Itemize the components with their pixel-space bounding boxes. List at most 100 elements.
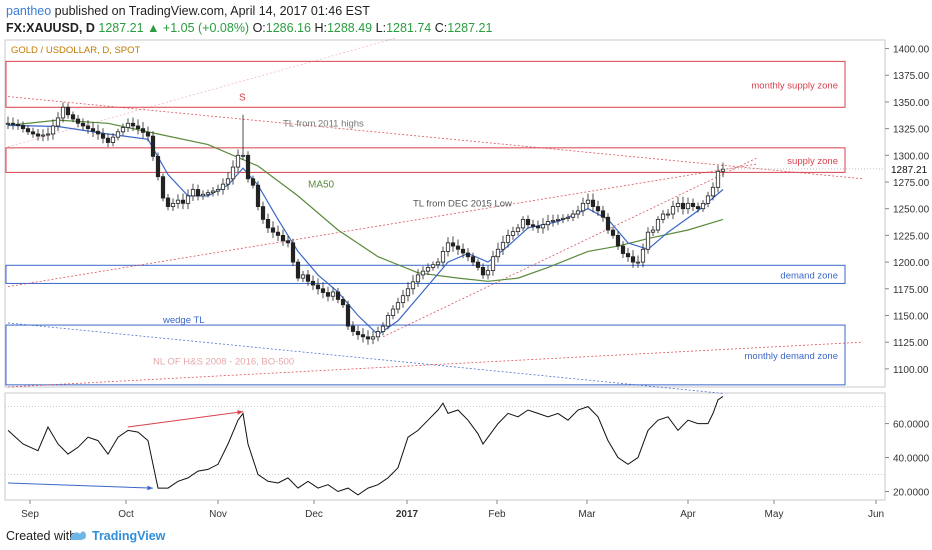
- high-key: H:: [314, 21, 327, 35]
- author-link[interactable]: pantheo: [6, 4, 52, 18]
- price-tick-label: 1300.00: [893, 151, 930, 162]
- trendline: [7, 38, 398, 148]
- candle-body: [250, 178, 256, 186]
- candle-body: [660, 213, 666, 220]
- candle-body: [335, 291, 341, 300]
- price-tick-label: 1325.00: [893, 125, 930, 136]
- candle-body: [355, 331, 361, 336]
- candle-body: [505, 234, 511, 243]
- candle-body: [500, 241, 506, 250]
- candle-body: [90, 128, 96, 132]
- candle-body: [275, 231, 281, 236]
- candle-body: [205, 192, 211, 195]
- chart-title: GOLD / USDOLLAR, D, SPOT: [11, 45, 141, 56]
- demand-zone-box: [5, 264, 846, 284]
- trendline: [7, 163, 759, 288]
- candle-body: [655, 218, 661, 231]
- close-value: 1287.21: [447, 21, 493, 35]
- candle-body: [190, 189, 196, 197]
- candle-body: [570, 213, 576, 218]
- demand-zone-box: [5, 324, 846, 386]
- candle-body: [705, 195, 711, 204]
- candle-body: [645, 231, 651, 250]
- candle-body: [95, 130, 101, 135]
- candle-body: [465, 252, 471, 258]
- supply-zone-label: monthly supply zone: [751, 80, 838, 91]
- candle-body: [240, 154, 246, 157]
- candle-body: [390, 308, 396, 316]
- candle-body: [640, 248, 646, 263]
- candle-body: [415, 274, 421, 283]
- candle-body: [575, 210, 581, 215]
- candle-body: [665, 213, 671, 216]
- candle-body: [710, 186, 716, 197]
- divergence-arrowhead: [147, 485, 153, 491]
- candle-body: [385, 315, 391, 327]
- price-tick-label: 1350.00: [893, 98, 930, 109]
- candle-body: [525, 218, 531, 226]
- demand-zone-label: monthly demand zone: [745, 351, 838, 362]
- candle-body: [495, 248, 501, 258]
- chart-header: pantheo published on TradingView.com, Ap…: [0, 0, 932, 38]
- last-price: 1287.21: [98, 21, 144, 35]
- ma50-label: MA50: [308, 179, 335, 190]
- candle-body: [290, 242, 296, 263]
- candle-body: [350, 325, 356, 332]
- price-tick-label: 1225.00: [893, 231, 930, 242]
- candle-body: [620, 245, 626, 254]
- candle-body: [475, 261, 481, 268]
- candle-body: [110, 136, 116, 143]
- candle-body: [150, 135, 156, 157]
- tradingview-brand[interactable]: TradingView: [92, 529, 166, 543]
- candle-body: [135, 125, 141, 130]
- time-tick-label: Mar: [578, 509, 596, 520]
- candle-body: [315, 284, 321, 290]
- last-price-badge: [887, 161, 931, 176]
- candle-body: [185, 195, 191, 204]
- time-tick-label: Feb: [488, 509, 506, 520]
- candle-body: [360, 334, 366, 338]
- trendline-label: TL from DEC 2015 Low: [413, 199, 512, 210]
- candle-body: [685, 202, 691, 210]
- time-tick-label: Jun: [868, 509, 884, 520]
- price-chart[interactable]: 1100.00 1125.00 1150.00 1175.00 1200.00 1225.…: [0, 38, 932, 520]
- candle-body: [195, 189, 201, 197]
- candle-body: [600, 210, 606, 218]
- candle-body: [295, 261, 301, 279]
- low-value: 1281.74: [386, 21, 432, 35]
- candle-body: [270, 227, 276, 233]
- symbol-label[interactable]: FX:XAUUSD, D: [6, 21, 95, 35]
- candle-body: [520, 218, 526, 229]
- candle-body: [345, 304, 351, 327]
- candle-body: [540, 224, 546, 229]
- candle-body: [65, 106, 71, 116]
- candle-body: [285, 240, 291, 244]
- candle-body: [340, 299, 346, 306]
- candle-body: [590, 199, 596, 207]
- trendline-label: NL OF H&S 2008 - 2016, BO-500: [153, 357, 294, 368]
- supply-zone-box: [5, 147, 846, 173]
- time-tick-label: Dec: [305, 509, 323, 520]
- candle-body: [200, 193, 206, 197]
- trendline: [382, 157, 759, 338]
- candle-body: [235, 154, 241, 168]
- candle-body: [35, 133, 41, 137]
- candle-body: [550, 220, 556, 222]
- time-tick-label: Sep: [21, 509, 39, 520]
- price-tick-label: 1200.00: [893, 258, 930, 269]
- price-tick-label: 1150.00: [893, 311, 929, 322]
- price-tick-label: 1125.00: [893, 338, 929, 349]
- candle-body: [260, 206, 266, 220]
- price-tick-label: 1275.00: [893, 178, 930, 189]
- trendline: [7, 322, 724, 394]
- spike-marker: S: [239, 93, 246, 104]
- low-key: L:: [375, 21, 387, 35]
- candle-body: [305, 274, 311, 282]
- price-change: +1.05 (+0.08%): [162, 21, 250, 35]
- divergence-arrow: [7, 482, 154, 489]
- candle-body: [560, 217, 566, 220]
- time-tick-label: May: [765, 509, 784, 520]
- candle-body: [420, 270, 426, 276]
- candle-body: [485, 270, 491, 276]
- price-tick-label: 1100.00: [893, 365, 929, 376]
